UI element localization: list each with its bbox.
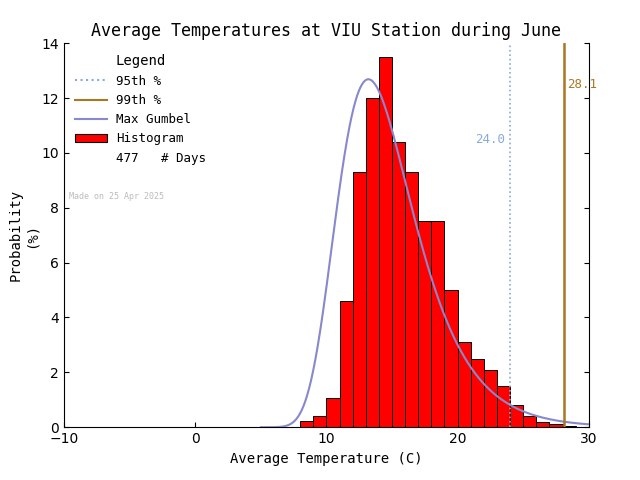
Bar <box>497 386 510 427</box>
Bar <box>484 370 497 427</box>
Bar <box>353 172 366 427</box>
Bar <box>444 290 458 427</box>
Bar <box>379 57 392 427</box>
Bar <box>314 416 326 427</box>
Title: Average Temperatures at VIU Station during June: Average Temperatures at VIU Station duri… <box>92 22 561 40</box>
Text: 28.1: 28.1 <box>567 78 597 91</box>
Bar <box>419 221 431 427</box>
X-axis label: Average Temperature (C): Average Temperature (C) <box>230 452 422 466</box>
Bar <box>458 342 471 427</box>
Bar <box>524 416 536 427</box>
Bar <box>326 398 339 427</box>
Bar <box>549 424 563 427</box>
Bar <box>471 359 484 427</box>
Bar <box>563 426 576 427</box>
Legend: 95th %, 99th %, Max Gumbel, Histogram, 477   # Days: 95th %, 99th %, Max Gumbel, Histogram, 4… <box>70 49 211 170</box>
Bar <box>405 172 419 427</box>
Bar <box>392 142 405 427</box>
Bar <box>510 405 523 427</box>
Bar <box>366 98 379 427</box>
Bar <box>339 301 353 427</box>
Bar <box>300 421 314 427</box>
Text: 24.0: 24.0 <box>475 132 505 146</box>
Y-axis label: Probability
(%): Probability (%) <box>8 189 39 281</box>
Bar <box>431 221 445 427</box>
Text: Made on 25 Apr 2025: Made on 25 Apr 2025 <box>69 192 164 201</box>
Bar <box>536 422 549 427</box>
